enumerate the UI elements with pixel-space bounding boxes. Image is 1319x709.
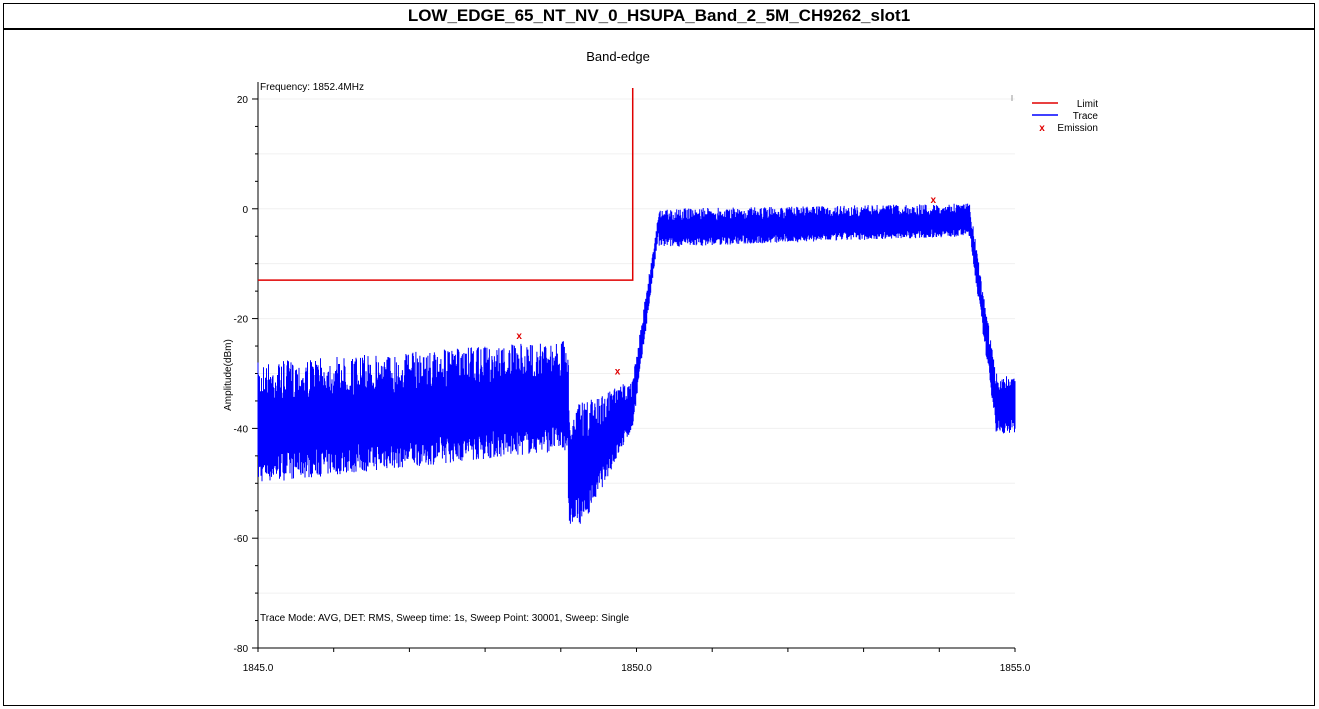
legend-limit-label: Limit (1077, 99, 1098, 110)
legend-emission-marker: x (1039, 123, 1045, 134)
legend-trace-label: Trace (1073, 111, 1099, 122)
y-tick-label: 20 (237, 95, 249, 106)
report-frame: LOW_EDGE_65_NT_NV_0_HSUPA_Band_2_5M_CH92… (3, 3, 1315, 706)
title-bar: LOW_EDGE_65_NT_NV_0_HSUPA_Band_2_5M_CH92… (4, 4, 1314, 30)
emission-marker: x (930, 195, 936, 206)
x-tick-label: 1845.0 (243, 663, 274, 674)
y-tick-label: -20 (234, 315, 249, 326)
x-tick-label: 1850.0 (621, 663, 652, 674)
chart-title: Band-edge (586, 49, 650, 64)
y-tick-label: -60 (234, 534, 249, 545)
y-tick-label: -40 (234, 424, 249, 435)
y-tick-label: 0 (242, 205, 248, 216)
report-title: LOW_EDGE_65_NT_NV_0_HSUPA_Band_2_5M_CH92… (407, 6, 911, 25)
emission-marker: x (516, 331, 522, 342)
limit-line (258, 88, 634, 281)
legend-emission-label: Emission (1057, 123, 1098, 134)
y-tick-label: -80 (234, 644, 249, 655)
trace-mode-note: Trace Mode: AVG, DET: RMS, Sweep time: 1… (260, 613, 630, 624)
y-axis-label: Amplitude(dBm) (223, 339, 234, 411)
frequency-label: Frequency: 1852.4MHz (260, 82, 364, 93)
trace-series (257, 203, 1016, 524)
x-tick-label: 1855.0 (1000, 663, 1031, 674)
emission-marker: x (615, 367, 621, 378)
